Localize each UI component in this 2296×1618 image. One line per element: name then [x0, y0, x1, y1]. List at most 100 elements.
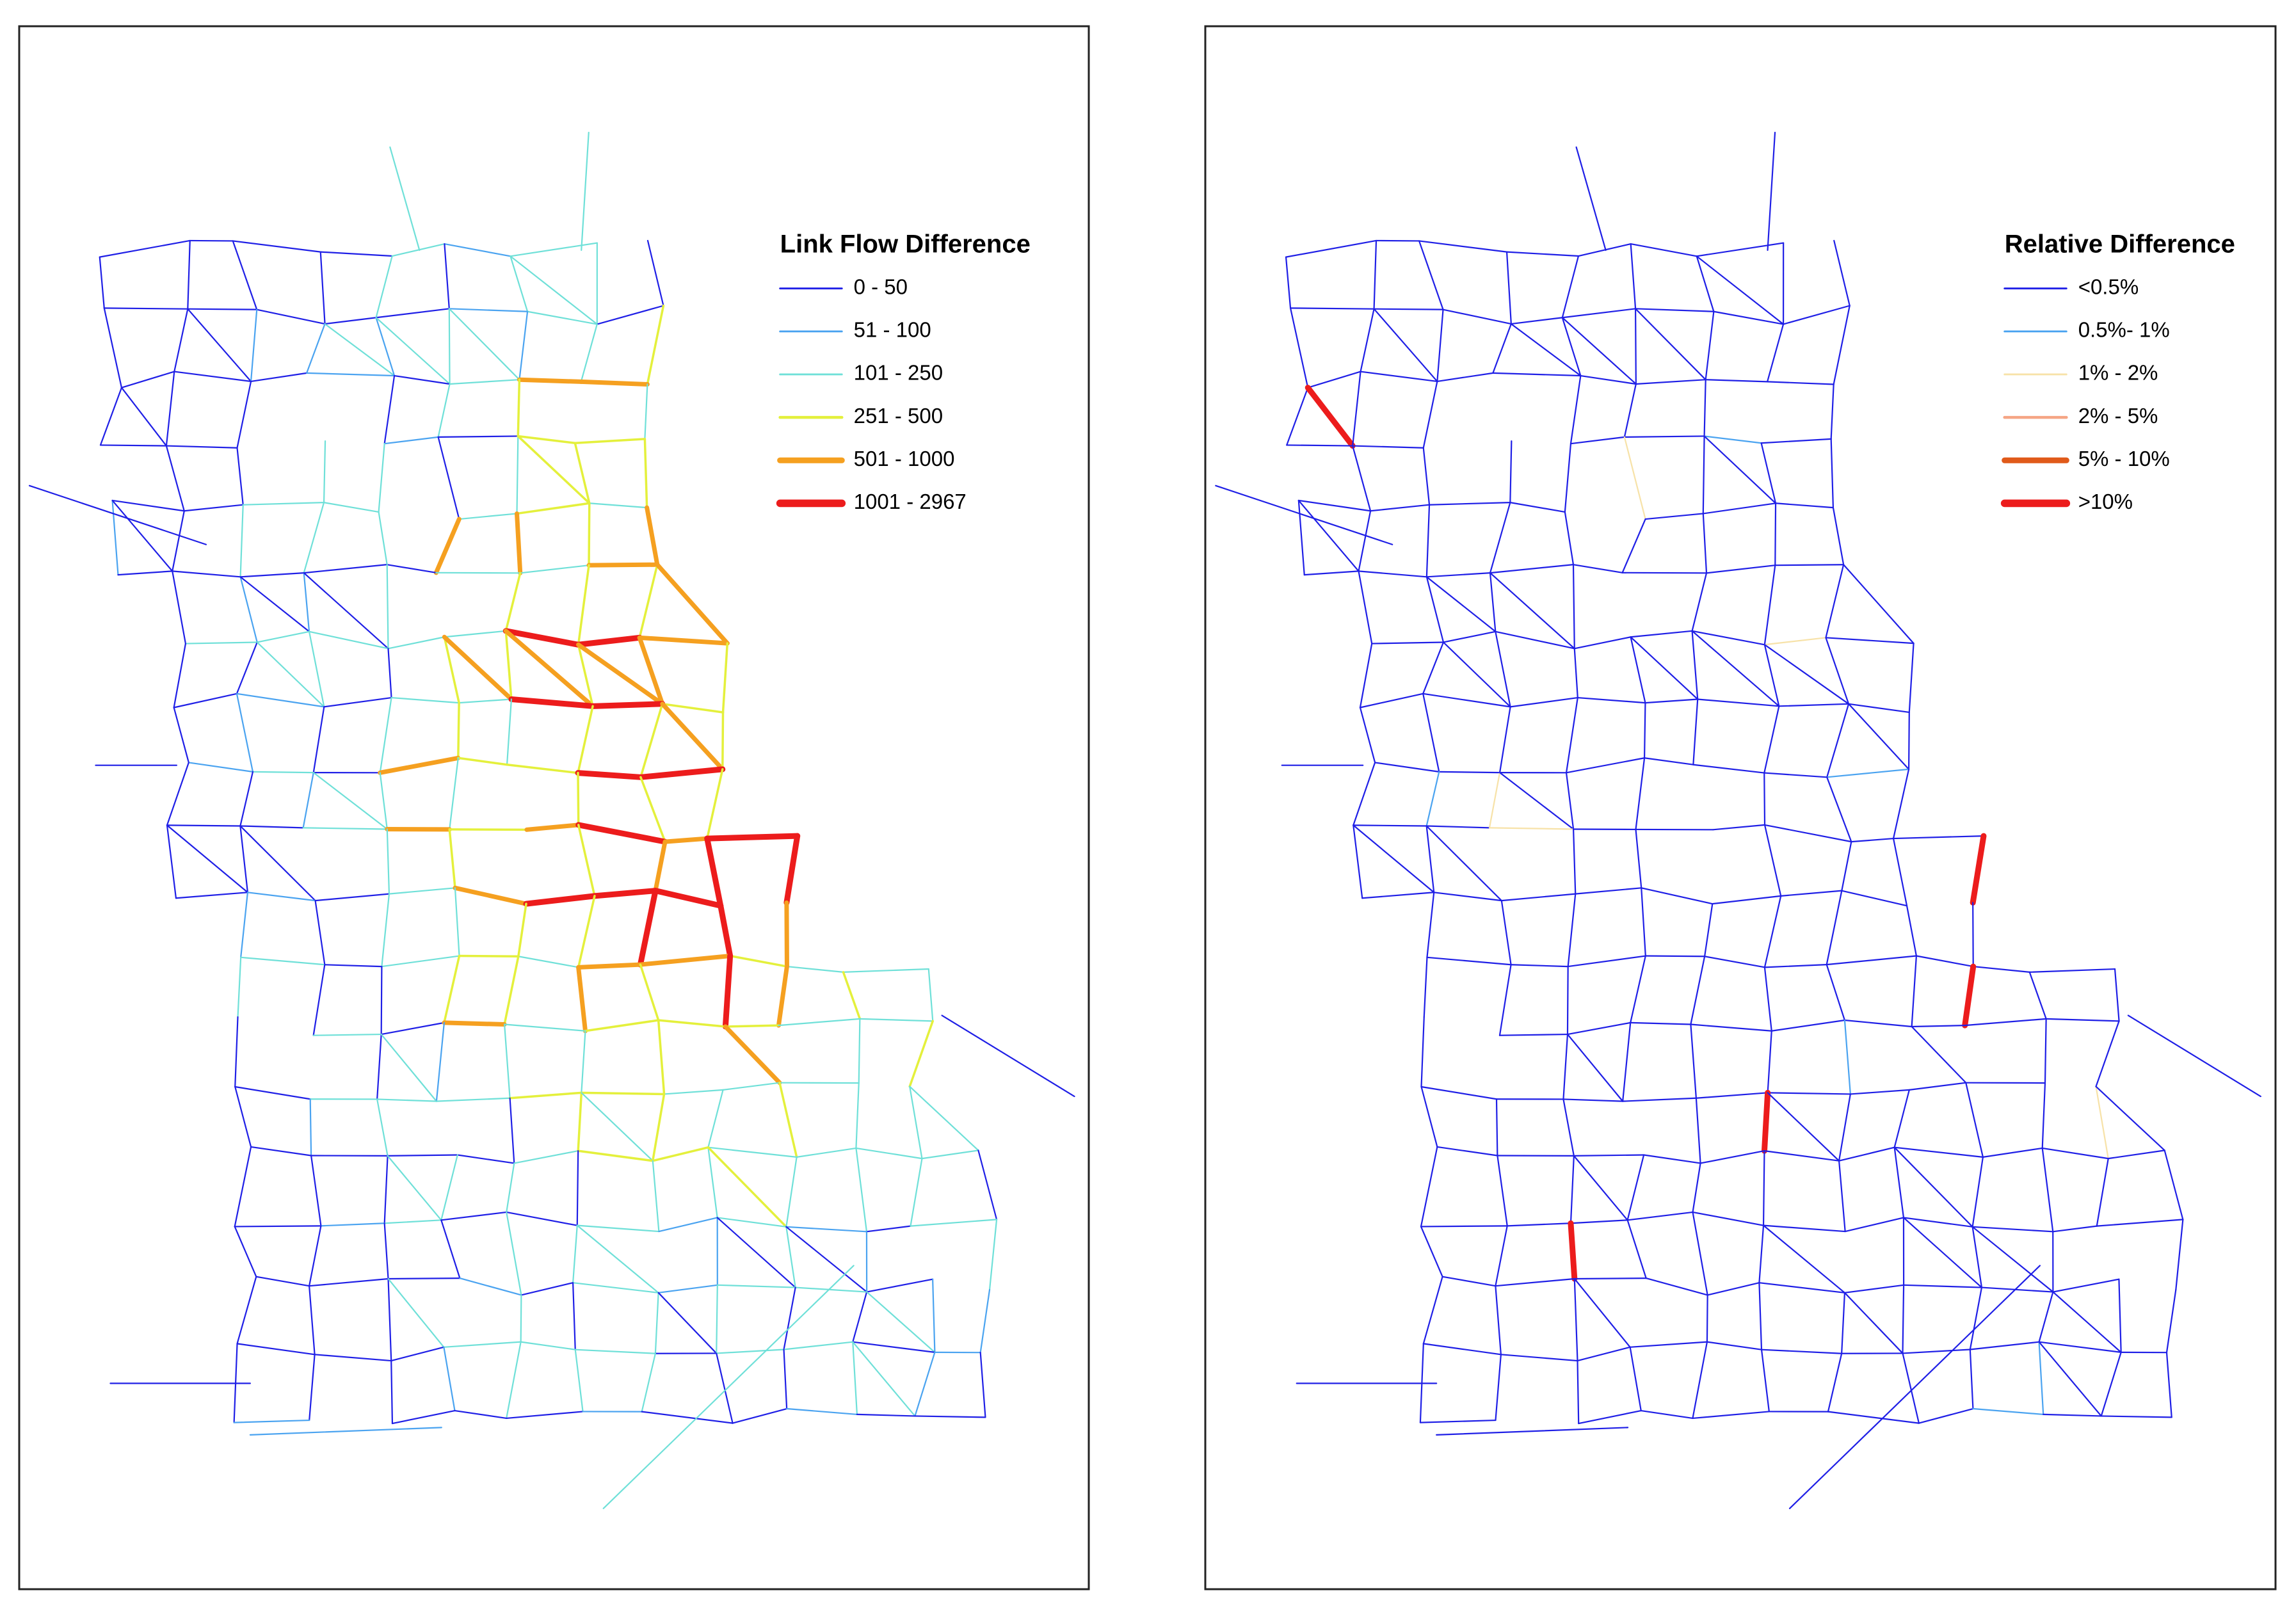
road-link — [859, 1019, 860, 1083]
road-link — [1644, 703, 1645, 758]
road-link — [1790, 1265, 2040, 1508]
road-link — [1495, 1226, 1507, 1286]
road-link — [388, 637, 444, 648]
road-link — [784, 1288, 796, 1350]
road-link — [166, 446, 184, 511]
road-link — [237, 381, 252, 448]
road-link — [1566, 773, 1573, 829]
road-link — [1775, 503, 1776, 565]
legend-label: 5% - 10% — [2078, 447, 2170, 470]
road-link — [2043, 1148, 2053, 1231]
road-link — [1566, 698, 1578, 773]
road-link — [1290, 308, 1308, 387]
road-link — [251, 310, 257, 381]
road-link — [256, 1277, 309, 1286]
road-link — [578, 773, 579, 825]
road-link — [1697, 243, 1783, 257]
road-link — [251, 1147, 311, 1156]
road-link — [304, 565, 387, 573]
road-link — [257, 632, 309, 643]
road-link — [1765, 825, 1781, 896]
road-link — [385, 1223, 389, 1279]
road-link — [1966, 1083, 1983, 1157]
road-link — [1574, 1156, 1628, 1220]
road-link — [1762, 439, 1831, 443]
road-link — [942, 1016, 1075, 1096]
road-link — [1690, 1025, 1771, 1031]
road-link — [309, 1279, 388, 1286]
road-link — [1424, 448, 1429, 505]
road-link — [1831, 439, 1833, 508]
road-link — [1767, 381, 1834, 384]
road-link — [504, 956, 518, 1024]
road-link — [1763, 1151, 1764, 1226]
road-link — [172, 511, 184, 571]
road-link — [518, 380, 519, 436]
road-link — [1573, 829, 1575, 893]
road-link — [321, 252, 392, 256]
road-link — [1693, 1212, 1764, 1226]
road-link — [1644, 758, 1693, 764]
road-link — [1424, 957, 1427, 1017]
road-link — [981, 1290, 990, 1352]
road-link — [1578, 1411, 1641, 1423]
road-link — [1895, 1148, 1904, 1218]
road-link — [321, 252, 325, 324]
road-link — [1705, 904, 1712, 956]
road-link — [1772, 1020, 1845, 1031]
road-link — [1827, 769, 1909, 777]
road-link — [1502, 901, 1511, 965]
road-link — [1781, 891, 1842, 896]
legend-label: <0.5% — [2078, 275, 2139, 298]
road-link — [1635, 308, 1714, 311]
road-link — [1568, 1023, 1630, 1034]
road-link — [978, 1150, 997, 1219]
road-link — [1374, 241, 1376, 309]
road-link — [1827, 956, 1916, 965]
road-link — [519, 312, 527, 380]
road-link — [233, 241, 321, 252]
road-link — [2096, 1087, 2108, 1159]
road-link — [1566, 758, 1644, 773]
road-link — [316, 894, 389, 901]
road-link — [1443, 1277, 1496, 1286]
road-link — [1427, 505, 1429, 577]
road-link — [910, 1219, 997, 1226]
road-link — [314, 965, 325, 1035]
road-link — [1500, 1034, 1568, 1036]
road-link — [458, 758, 507, 764]
road-link — [1511, 698, 1578, 707]
road-link — [388, 648, 391, 698]
road-link — [381, 1023, 444, 1034]
road-link — [1845, 1020, 1850, 1094]
road-link — [2097, 1158, 2108, 1226]
road-link — [188, 309, 257, 310]
road-link — [1919, 1409, 1973, 1423]
road-link — [786, 1157, 796, 1227]
road-link — [1833, 508, 1843, 565]
road-link — [1507, 252, 1511, 324]
road-link — [1631, 244, 1697, 256]
road-link — [573, 1226, 577, 1283]
road-link — [237, 1343, 315, 1354]
road-link — [655, 1293, 659, 1354]
road-link — [514, 1151, 578, 1163]
road-link — [1370, 505, 1429, 511]
road-link — [1706, 380, 1767, 381]
legend-title: Relative Difference — [2005, 230, 2235, 259]
road-link — [1427, 957, 1511, 965]
road-link — [455, 888, 526, 904]
road-link — [1495, 1286, 1500, 1354]
road-link — [1762, 1350, 1769, 1412]
road-link — [2030, 972, 2046, 1019]
road-link — [188, 309, 251, 381]
road-link — [1826, 565, 1843, 637]
road-link — [1973, 1409, 2043, 1414]
road-link — [1768, 1093, 1850, 1094]
road-link — [1423, 694, 1510, 707]
road-link — [381, 1034, 437, 1101]
road-link — [733, 1409, 787, 1423]
road-link — [1359, 571, 1372, 643]
road-link — [595, 891, 655, 896]
road-link — [1353, 825, 1362, 898]
